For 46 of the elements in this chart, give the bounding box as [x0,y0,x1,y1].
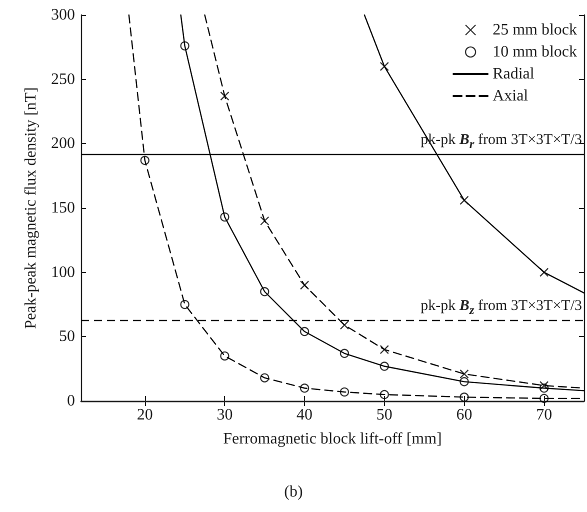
point [260,216,270,226]
point [180,41,190,50]
point [539,268,549,277]
point [539,380,549,390]
text: (b) [284,484,303,500]
point [460,369,469,379]
point [380,62,389,72]
legend-label: Radial [492,66,535,82]
point [380,362,389,371]
point [539,384,549,393]
point [180,300,190,310]
legend-label: Axial [492,88,529,104]
point [460,377,469,386]
point [340,348,350,358]
y-tick-label: 200 [51,135,75,152]
x-tick-label: 60 [456,406,472,424]
point [220,91,230,101]
point [300,384,310,393]
point [340,320,350,330]
point [300,326,310,336]
point [220,212,230,222]
x-tick-label: 20 [136,406,153,424]
point [220,351,230,361]
x-tick-label: 30 [216,406,233,424]
x-axis-title: Ferromagnetic block lift-off [mm] [223,430,442,448]
legend-label: 10 mm block [492,44,577,60]
y-tick-label: 300 [51,6,75,24]
point [380,344,389,354]
point [300,280,310,290]
x-tick-label: 70 [536,406,552,424]
legend-label: 25 mm block [492,22,577,38]
y-tick-label: 250 [51,70,75,88]
x-tick-label: 50 [376,406,392,424]
point [260,287,270,296]
y-tick-label: 150 [51,200,75,216]
y-tick-label: 0 [67,392,75,410]
point [460,196,469,205]
y-tick-label: 100 [51,264,75,281]
y-tick-label: 50 [59,328,75,346]
x-tick-label: 40 [296,406,313,424]
point [260,373,270,382]
point [340,387,350,397]
y-axis-title: Peak-peak magnetic flux density [nT] [22,87,40,329]
ref-line-label: pk-pk B$_{z}$ from 3T×3T×T/3 [420,296,582,319]
point [539,394,549,404]
point [140,156,150,165]
